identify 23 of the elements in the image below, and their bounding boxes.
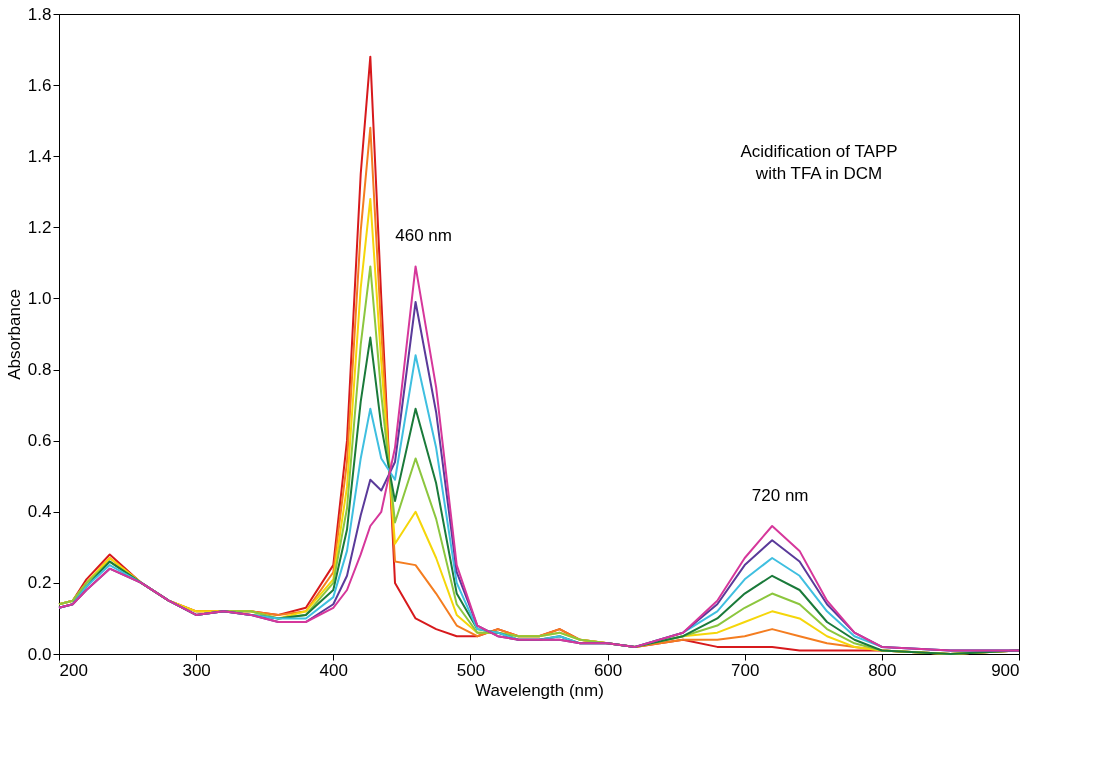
y-tick-label: 0.8 bbox=[27, 360, 52, 380]
x-axis-title: Wavelength (nm) bbox=[475, 680, 604, 700]
y-tick-label: 1.6 bbox=[27, 75, 52, 95]
x-tick-label: 900 bbox=[991, 660, 1020, 680]
y-tick-label: 0.4 bbox=[27, 502, 52, 522]
x-tick-label: 600 bbox=[593, 660, 623, 680]
x-tick-label: 700 bbox=[731, 660, 760, 680]
y-tick-label: 0.2 bbox=[27, 573, 52, 593]
y-tick-label: 1.2 bbox=[27, 217, 52, 237]
annotation: Acidification of TAPP with TFA in DCM bbox=[740, 142, 898, 183]
annotation: 460 nm bbox=[395, 226, 452, 246]
y-tick-label: 1.8 bbox=[27, 4, 52, 24]
x-tick-label: 200 bbox=[59, 660, 88, 680]
x-tick-label: 500 bbox=[456, 660, 486, 680]
y-tick-label: 0.0 bbox=[27, 644, 52, 664]
y-axis-title: Absorbance bbox=[4, 289, 24, 380]
x-tick-label: 800 bbox=[868, 660, 897, 680]
y-tick-label: 0.6 bbox=[27, 431, 52, 451]
x-tick-label: 400 bbox=[319, 660, 348, 680]
y-tick-label: 1.0 bbox=[27, 288, 52, 308]
x-tick-label: 300 bbox=[182, 660, 211, 680]
y-tick-label: 1.4 bbox=[27, 146, 52, 166]
annotation: 720 nm bbox=[751, 486, 809, 505]
